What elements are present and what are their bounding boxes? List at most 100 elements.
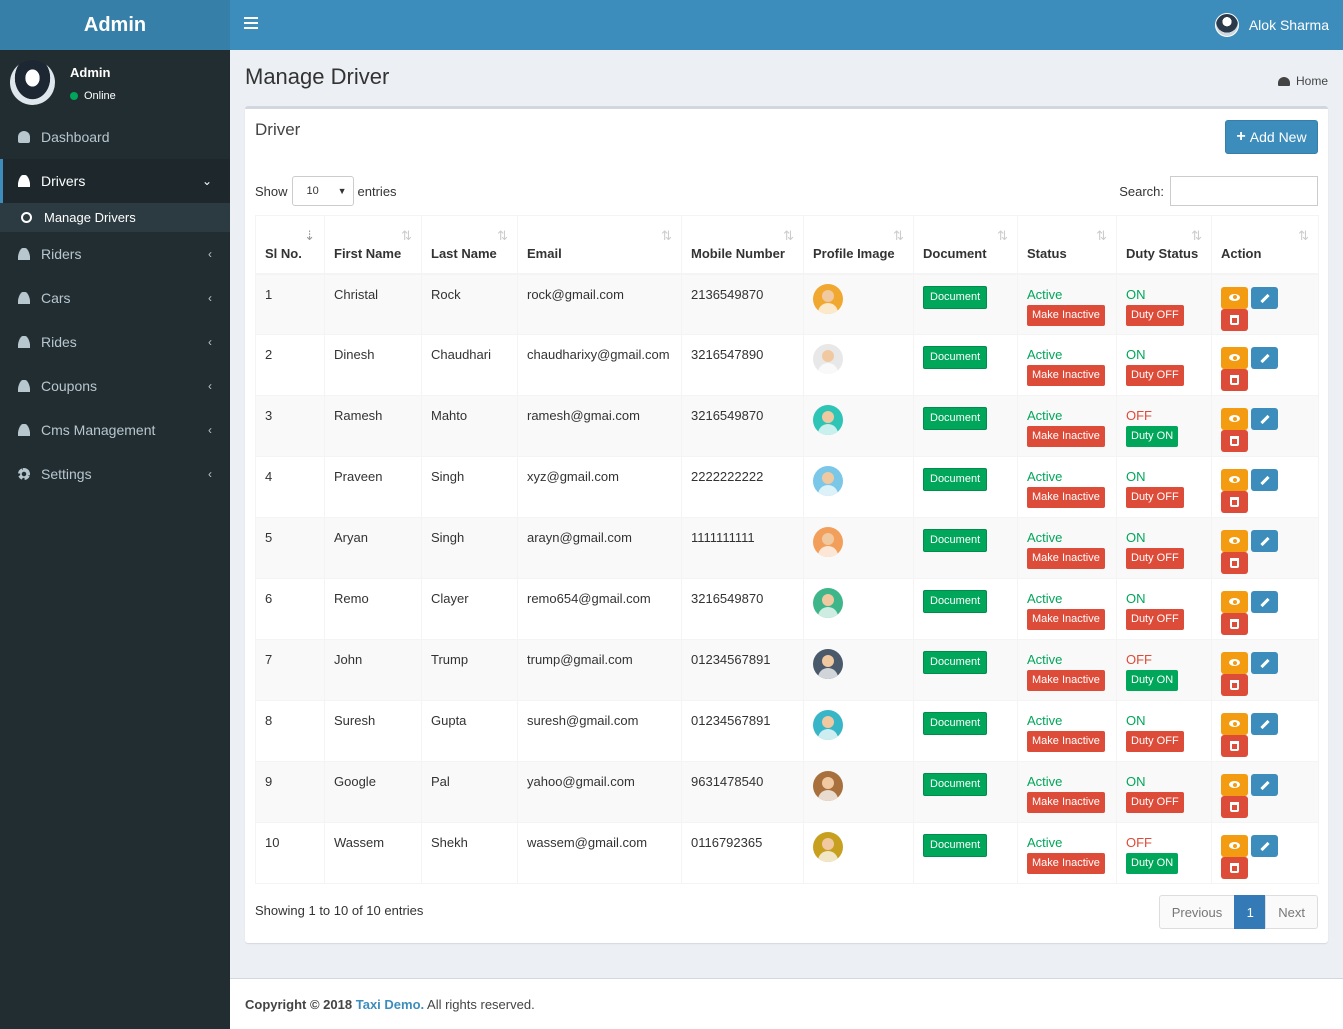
cell-duty-status: ON Duty OFF [1116,517,1212,579]
document-button[interactable]: Document [923,651,988,674]
duty-toggle-button[interactable]: Duty OFF [1126,609,1184,630]
column-header[interactable]: Duty Status ⇅ [1116,215,1212,275]
make-inactive-button[interactable]: Make Inactive [1027,426,1105,447]
duty-toggle-button[interactable]: Duty OFF [1126,548,1184,569]
duty-toggle-button[interactable]: Duty OFF [1126,365,1184,386]
delete-button[interactable] [1221,857,1248,879]
make-inactive-button[interactable]: Make Inactive [1027,487,1105,508]
add-new-label: Add New [1249,129,1307,145]
duty-toggle-button[interactable]: Duty OFF [1126,792,1184,813]
column-header[interactable]: Profile Image ⇅ [803,215,914,275]
breadcrumb-home[interactable]: Home [1295,74,1328,88]
table-row: 7 John Trump trump@gmail.com 01234567891 Docu… [255,639,1319,701]
sidebar-subitem-manage-drivers[interactable]: Manage Drivers [0,203,230,232]
duty-toggle-button[interactable]: Duty ON [1126,670,1179,691]
column-header[interactable]: Document ⇅ [913,215,1018,275]
search-input[interactable] [1170,176,1318,206]
column-header[interactable]: Last Name ⇅ [421,215,518,275]
document-button[interactable]: Document [923,468,988,491]
make-inactive-button[interactable]: Make Inactive [1027,609,1105,630]
pagination-next[interactable]: Next [1265,895,1318,929]
delete-button[interactable] [1221,674,1248,696]
document-button[interactable]: Document [923,407,988,430]
delete-button[interactable] [1221,735,1248,757]
view-button[interactable] [1221,591,1248,613]
cell-last-name: Clayer [421,578,518,640]
view-button[interactable] [1221,835,1248,857]
duty-toggle-button[interactable]: Duty OFF [1126,487,1184,508]
edit-button[interactable] [1251,774,1278,796]
make-inactive-button[interactable]: Make Inactive [1027,365,1105,386]
document-button[interactable]: Document [923,834,988,857]
make-inactive-button[interactable]: Make Inactive [1027,670,1105,691]
sort-icon: ⇅ [997,228,1008,243]
make-inactive-button[interactable]: Make Inactive [1027,548,1105,569]
duty-toggle-button[interactable]: Duty ON [1126,426,1179,447]
sidebar-item-drivers[interactable]: Drivers ⌄ [0,159,230,203]
delete-button[interactable] [1221,369,1248,391]
make-inactive-button[interactable]: Make Inactive [1027,304,1105,326]
column-header[interactable]: Sl No. ⇣ [255,215,325,275]
sidebar-item-cms-management[interactable]: Cms Management ‹ [0,408,230,452]
column-header[interactable]: Mobile Number ⇅ [681,215,804,275]
profile-avatar [813,283,843,314]
duty-toggle-button[interactable]: Duty ON [1126,853,1179,874]
document-button[interactable]: Document [923,346,988,369]
delete-button[interactable] [1221,430,1248,452]
entries-select[interactable]: 10 ▼ [291,176,354,206]
user-menu[interactable]: Alok Sharma [1214,13,1329,37]
sidebar-item-dashboard[interactable]: Dashboard [0,115,230,159]
document-button[interactable]: Document [923,285,988,309]
pencil-icon [1260,414,1270,425]
delete-button[interactable] [1221,491,1248,513]
edit-button[interactable] [1251,591,1278,613]
view-button[interactable] [1221,347,1248,369]
edit-button[interactable] [1251,286,1278,309]
delete-button[interactable] [1221,308,1248,331]
edit-button[interactable] [1251,713,1278,735]
make-inactive-button[interactable]: Make Inactive [1027,731,1105,752]
edit-button[interactable] [1251,530,1278,552]
sidebar-toggle-icon[interactable] [244,17,258,29]
document-button[interactable]: Document [923,590,988,613]
pagination-previous[interactable]: Previous [1158,895,1236,929]
view-button[interactable] [1221,286,1248,309]
delete-button[interactable] [1221,796,1248,818]
edit-button[interactable] [1251,347,1278,369]
sidebar-item-settings[interactable]: Settings ‹ [0,452,230,496]
footer-brand-link[interactable]: Taxi Demo. [355,997,425,1012]
view-button[interactable] [1221,408,1248,430]
pagination-page-1[interactable]: 1 [1234,895,1267,929]
edit-button[interactable] [1251,408,1278,430]
column-header[interactable]: Email ⇅ [517,215,682,275]
sidebar-item-cars[interactable]: Cars ‹ [0,276,230,320]
delete-button[interactable] [1221,552,1248,574]
view-button[interactable] [1221,530,1248,552]
edit-button[interactable] [1251,469,1278,491]
add-new-button[interactable]: + Add New [1225,120,1318,154]
column-header[interactable]: Status ⇅ [1017,215,1117,275]
sidebar-item-rides[interactable]: Rides ‹ [0,320,230,364]
view-button[interactable] [1221,469,1248,491]
cell-document: Document [913,517,1018,579]
sidebar-item-riders[interactable]: Riders ‹ [0,232,230,276]
view-button[interactable] [1221,713,1248,735]
sidebar-item-coupons[interactable]: Coupons ‹ [0,364,230,408]
document-button[interactable]: Document [923,712,988,735]
duty-toggle-button[interactable]: Duty OFF [1126,731,1184,752]
column-header[interactable]: First Name ⇅ [324,215,422,275]
edit-button[interactable] [1251,835,1278,857]
make-inactive-button[interactable]: Make Inactive [1027,792,1105,813]
document-button[interactable]: Document [923,773,988,796]
column-header[interactable]: Action ⇅ [1211,215,1319,275]
edit-button[interactable] [1251,652,1278,674]
delete-button[interactable] [1221,613,1248,635]
trash-icon [1230,619,1239,629]
make-inactive-button[interactable]: Make Inactive [1027,853,1105,874]
view-button[interactable] [1221,652,1248,674]
duty-toggle-button[interactable]: Duty OFF [1126,304,1184,326]
view-button[interactable] [1221,774,1248,796]
app-logo[interactable]: Admin [0,0,230,50]
breadcrumb[interactable]: Home [1277,74,1328,88]
document-button[interactable]: Document [923,529,988,552]
